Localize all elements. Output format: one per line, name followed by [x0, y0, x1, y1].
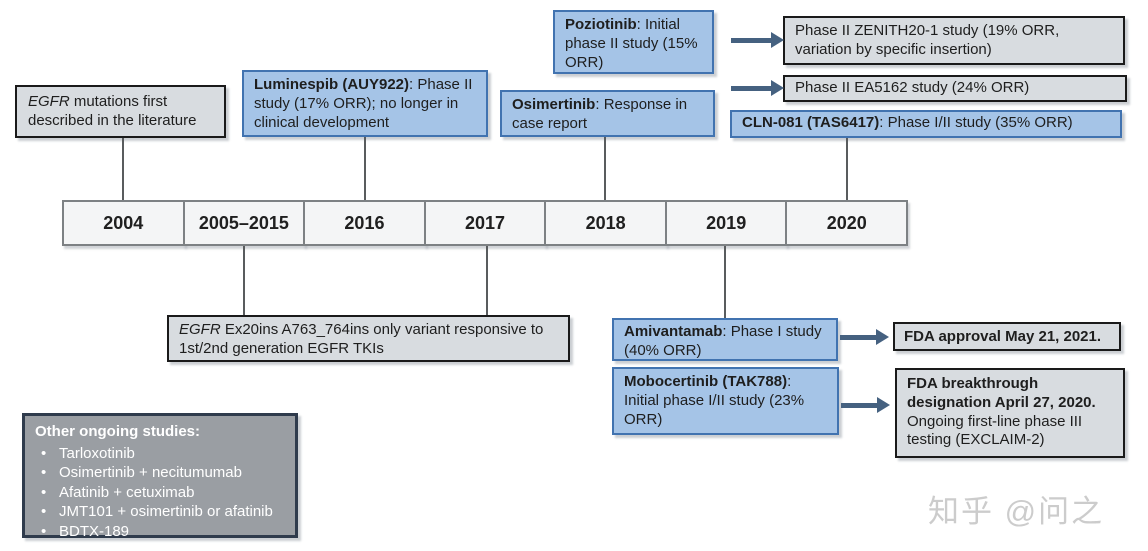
poziotinib-to-zenith-arrow-icon — [731, 32, 784, 48]
poziotinib-text: : Initial phase II study (15% ORR) — [565, 16, 698, 71]
osimertinib-drug-label: Osimertinib — [512, 96, 596, 113]
luminespib-text: : Phase II study (17% ORR); no longer in… — [254, 76, 473, 131]
study-name: Afatinib + cetuximab — [59, 483, 195, 501]
luminespib-box: Luminespib (AUY922): Phase II study (17%… — [242, 70, 488, 137]
connector-2019-to-amivantamab — [724, 246, 726, 318]
other-ongoing-studies-box: Other ongoing studies: • Tarloxotinib • … — [22, 413, 298, 540]
list-item: • BDTX-189 — [35, 522, 285, 542]
egfr-gene-label: EGFR — [28, 93, 70, 110]
fda-approval-text: FDA approval May 21, 2021. — [904, 328, 1102, 345]
mobocertinib-box: Mobocertinib (TAK788): Initial phase I/I… — [612, 367, 839, 435]
other-studies-title: Other ongoing studies: — [35, 423, 200, 440]
year-label: 2019 — [706, 212, 747, 233]
timeline-cell-2017: 2017 — [423, 200, 547, 246]
egfr-first-described-box: EGFR mutations first described in the li… — [15, 85, 226, 138]
cln081-text: : Phase I/II study (35% ORR) — [879, 114, 1073, 131]
bullet-icon: • — [41, 522, 47, 540]
study-name: Osimertinib + necitumumab — [59, 464, 242, 481]
poziotinib-box: Poziotinib: Initial phase II study (15% … — [553, 10, 714, 74]
cln081-box: CLN-081 (TAS6417): Phase I/II study (35%… — [730, 110, 1122, 138]
egfr-first-described-text: mutations first described in the literat… — [28, 93, 197, 129]
list-item: • Tarloxotinib — [35, 444, 285, 464]
amivantamab-text: : Phase I study (40% ORR) — [624, 323, 822, 359]
ea5162-study-box: Phase II EA5162 study (24% ORR) — [783, 75, 1127, 102]
connector-2005-to-ex20ins — [243, 246, 245, 315]
bullet-icon: • — [41, 464, 47, 481]
arrow-shaft — [731, 37, 771, 43]
year-label: 2017 — [465, 212, 506, 233]
zhihu-watermark: 知乎 @问之 — [928, 494, 1105, 529]
amivantamab-box: Amivantamab: Phase I study (40% ORR) — [612, 318, 838, 361]
timeline-cell-2005-2015: 2005–2015 — [182, 200, 306, 246]
fda-approval-box: FDA approval May 21, 2021. — [893, 322, 1121, 351]
connector-cln081-to-2020 — [846, 138, 848, 200]
zenith-study-box: Phase II ZENITH20-1 study (19% ORR, vari… — [783, 16, 1125, 65]
cln081-drug-label: CLN-081 (TAS6417) — [742, 114, 880, 131]
amivantamab-drug-label: Amivantamab — [624, 323, 723, 340]
arrow-shaft — [840, 334, 876, 340]
timeline-bar: 2004 2005–2015 2016 2017 2018 2019 2020 — [62, 200, 909, 246]
arrow-shaft — [841, 402, 877, 408]
fda-breakthrough-lead: FDA breakthrough designation April 27, 2… — [907, 375, 1096, 411]
mobocertinib-drug-label: Mobocertinib (TAK788) — [624, 373, 788, 390]
year-label: 2016 — [344, 212, 385, 233]
study-name: JMT101 + osimertinib or afatinib — [59, 503, 273, 520]
ea5162-study-text: Phase II EA5162 study (24% ORR) — [795, 79, 1030, 96]
ex20ins-text: Ex20ins A763_764ins only variant respons… — [179, 321, 544, 357]
fda-breakthrough-text: Ongoing first-line phase III testing (EX… — [907, 412, 1083, 449]
connector-2017-to-ex20ins — [486, 246, 488, 315]
mobocertinib-text: : Initial phase I/II study (23% ORR) — [624, 373, 805, 428]
bullet-icon: • — [41, 444, 47, 462]
year-label: 2005–2015 — [198, 212, 289, 233]
bullet-icon: • — [41, 483, 47, 501]
arrow-head-icon — [877, 397, 890, 413]
connector-osimertinib-to-2018 — [604, 137, 606, 200]
arrow-shaft — [731, 85, 771, 91]
timeline-cell-2018: 2018 — [544, 200, 667, 246]
timeline-cell-2020: 2020 — [785, 200, 909, 246]
fda-breakthrough-box: FDA breakthrough designation April 27, 2… — [895, 368, 1125, 458]
zenith-study-text: Phase II ZENITH20-1 study (19% ORR, vari… — [795, 22, 1060, 58]
ex20ins-box: EGFR Ex20ins A763_764ins only variant re… — [167, 315, 570, 362]
year-label: 2004 — [103, 212, 144, 233]
list-item: • Afatinib + cetuximab — [35, 483, 285, 503]
connector-egfr-to-2004 — [122, 138, 124, 200]
year-label: 2020 — [826, 212, 867, 233]
year-label: 2018 — [585, 212, 626, 233]
poziotinib-drug-label: Poziotinib — [565, 16, 637, 33]
egfr-gene-label: EGFR — [179, 321, 221, 338]
timeline-cell-2019: 2019 — [664, 200, 788, 246]
arrow-head-icon — [771, 32, 784, 48]
amivantamab-to-fda-arrow-icon — [840, 329, 889, 345]
timeline-cell-2004: 2004 — [62, 200, 185, 246]
osimertinib-text: : Response in case report — [512, 96, 688, 132]
list-item: • Osimertinib + necitumumab — [35, 463, 285, 483]
arrow-head-icon — [771, 80, 784, 96]
bullet-icon: • — [41, 503, 47, 520]
osimertinib-box: Osimertinib: Response in case report — [500, 90, 715, 137]
poziotinib-to-ea5162-arrow-icon — [731, 80, 784, 96]
study-name: Tarloxotinib — [59, 444, 135, 462]
mobocertinib-to-fda-arrow-icon — [841, 397, 890, 413]
arrow-head-icon — [876, 329, 889, 345]
list-item: • JMT101 + osimertinib or afatinib — [35, 502, 285, 522]
luminespib-drug-label: Luminespib (AUY922) — [254, 76, 410, 93]
connector-luminespib-to-2016 — [364, 137, 366, 200]
timeline-cell-2016: 2016 — [303, 200, 426, 246]
study-name: BDTX-189 — [59, 522, 130, 540]
